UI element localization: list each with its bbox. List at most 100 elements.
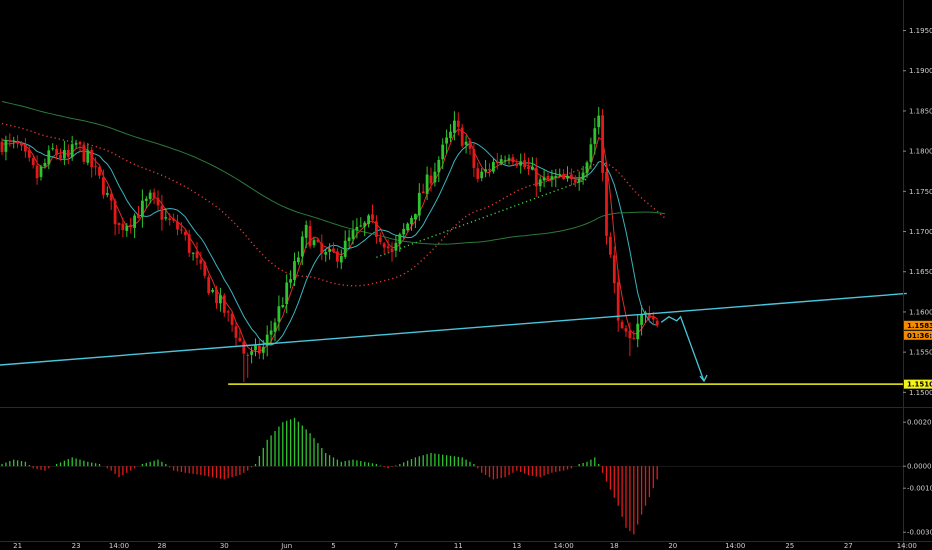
candle[interactable] xyxy=(242,340,246,382)
candle[interactable] xyxy=(394,235,398,258)
candle[interactable] xyxy=(137,205,140,219)
candle[interactable] xyxy=(8,133,12,147)
candle[interactable] xyxy=(176,214,179,236)
candle[interactable] xyxy=(144,196,148,209)
candle[interactable] xyxy=(332,242,335,254)
candle[interactable] xyxy=(437,156,441,183)
candle[interactable] xyxy=(265,325,269,357)
candle[interactable] xyxy=(297,251,300,265)
candle[interactable] xyxy=(480,168,484,182)
candle[interactable] xyxy=(70,136,74,161)
candle[interactable] xyxy=(258,340,261,360)
candle[interactable] xyxy=(168,213,172,226)
candle[interactable] xyxy=(355,218,359,239)
candle[interactable] xyxy=(628,322,632,357)
candle[interactable] xyxy=(203,260,207,279)
candle[interactable] xyxy=(382,242,386,254)
candle[interactable] xyxy=(277,295,281,331)
candle[interactable] xyxy=(156,190,160,211)
candle[interactable] xyxy=(59,148,62,161)
candle[interactable] xyxy=(655,318,659,328)
candle[interactable] xyxy=(499,154,503,166)
candle[interactable] xyxy=(219,287,222,312)
candle[interactable] xyxy=(74,139,78,149)
candle[interactable] xyxy=(90,147,94,178)
candle[interactable] xyxy=(20,141,23,151)
candle[interactable] xyxy=(507,154,511,165)
candle[interactable] xyxy=(121,217,125,238)
candle[interactable] xyxy=(378,232,382,245)
ascending-trendline[interactable] xyxy=(0,292,907,366)
candle[interactable] xyxy=(4,135,8,161)
candle[interactable] xyxy=(414,213,417,229)
candle[interactable] xyxy=(503,155,507,165)
candle[interactable] xyxy=(300,231,304,266)
candle[interactable] xyxy=(464,135,468,154)
candle[interactable] xyxy=(304,220,308,248)
candle[interactable] xyxy=(495,152,499,170)
candle[interactable] xyxy=(250,346,253,364)
candle[interactable] xyxy=(215,285,218,309)
candle[interactable] xyxy=(531,157,534,171)
candle[interactable] xyxy=(261,339,265,360)
candle[interactable] xyxy=(78,140,82,153)
candle[interactable] xyxy=(386,239,390,254)
candle[interactable] xyxy=(371,204,374,223)
candle[interactable] xyxy=(363,221,367,237)
candle[interactable] xyxy=(433,162,437,187)
candle[interactable] xyxy=(281,297,285,309)
candle[interactable] xyxy=(398,232,402,252)
candle[interactable] xyxy=(63,140,66,166)
candle[interactable] xyxy=(546,172,550,181)
candle[interactable] xyxy=(51,143,55,151)
candle[interactable] xyxy=(222,293,226,317)
candle[interactable] xyxy=(117,222,121,235)
candle[interactable] xyxy=(425,166,429,201)
candle[interactable] xyxy=(449,124,452,142)
candle[interactable] xyxy=(534,157,538,197)
candle[interactable] xyxy=(515,158,519,169)
candle[interactable] xyxy=(180,222,183,235)
candle[interactable] xyxy=(172,213,175,223)
candle[interactable] xyxy=(616,269,620,332)
candle[interactable] xyxy=(293,252,296,286)
candle[interactable] xyxy=(605,164,608,245)
candle[interactable] xyxy=(191,252,195,261)
candle[interactable] xyxy=(336,248,339,269)
candle[interactable] xyxy=(234,322,238,346)
candle[interactable] xyxy=(39,164,43,181)
candle[interactable] xyxy=(585,160,589,178)
candle[interactable] xyxy=(441,138,445,170)
candle[interactable] xyxy=(429,167,433,192)
candle[interactable] xyxy=(632,330,636,340)
candle[interactable] xyxy=(55,144,58,160)
candle[interactable] xyxy=(472,141,476,178)
candle[interactable] xyxy=(289,270,292,289)
candle[interactable] xyxy=(359,217,363,228)
candle[interactable] xyxy=(390,242,394,262)
candle[interactable] xyxy=(453,111,456,141)
candle[interactable] xyxy=(148,189,152,204)
candle[interactable] xyxy=(343,230,347,260)
projection-path[interactable] xyxy=(660,315,705,382)
candle[interactable] xyxy=(406,222,409,232)
candle[interactable] xyxy=(47,145,51,170)
candle[interactable] xyxy=(417,183,421,221)
candle[interactable] xyxy=(402,223,406,239)
candle[interactable] xyxy=(226,309,230,322)
candle[interactable] xyxy=(113,198,117,236)
candle[interactable] xyxy=(82,141,86,165)
candle[interactable] xyxy=(141,189,144,228)
candle[interactable] xyxy=(105,186,109,198)
candle[interactable] xyxy=(577,171,581,191)
candle[interactable] xyxy=(347,229,351,248)
candle[interactable] xyxy=(624,325,628,337)
candle[interactable] xyxy=(230,310,234,332)
candle[interactable] xyxy=(421,183,425,194)
candle[interactable] xyxy=(152,188,156,205)
candle[interactable] xyxy=(316,237,320,244)
candle[interactable] xyxy=(476,162,480,183)
candle[interactable] xyxy=(254,338,257,357)
candle[interactable] xyxy=(523,152,526,170)
